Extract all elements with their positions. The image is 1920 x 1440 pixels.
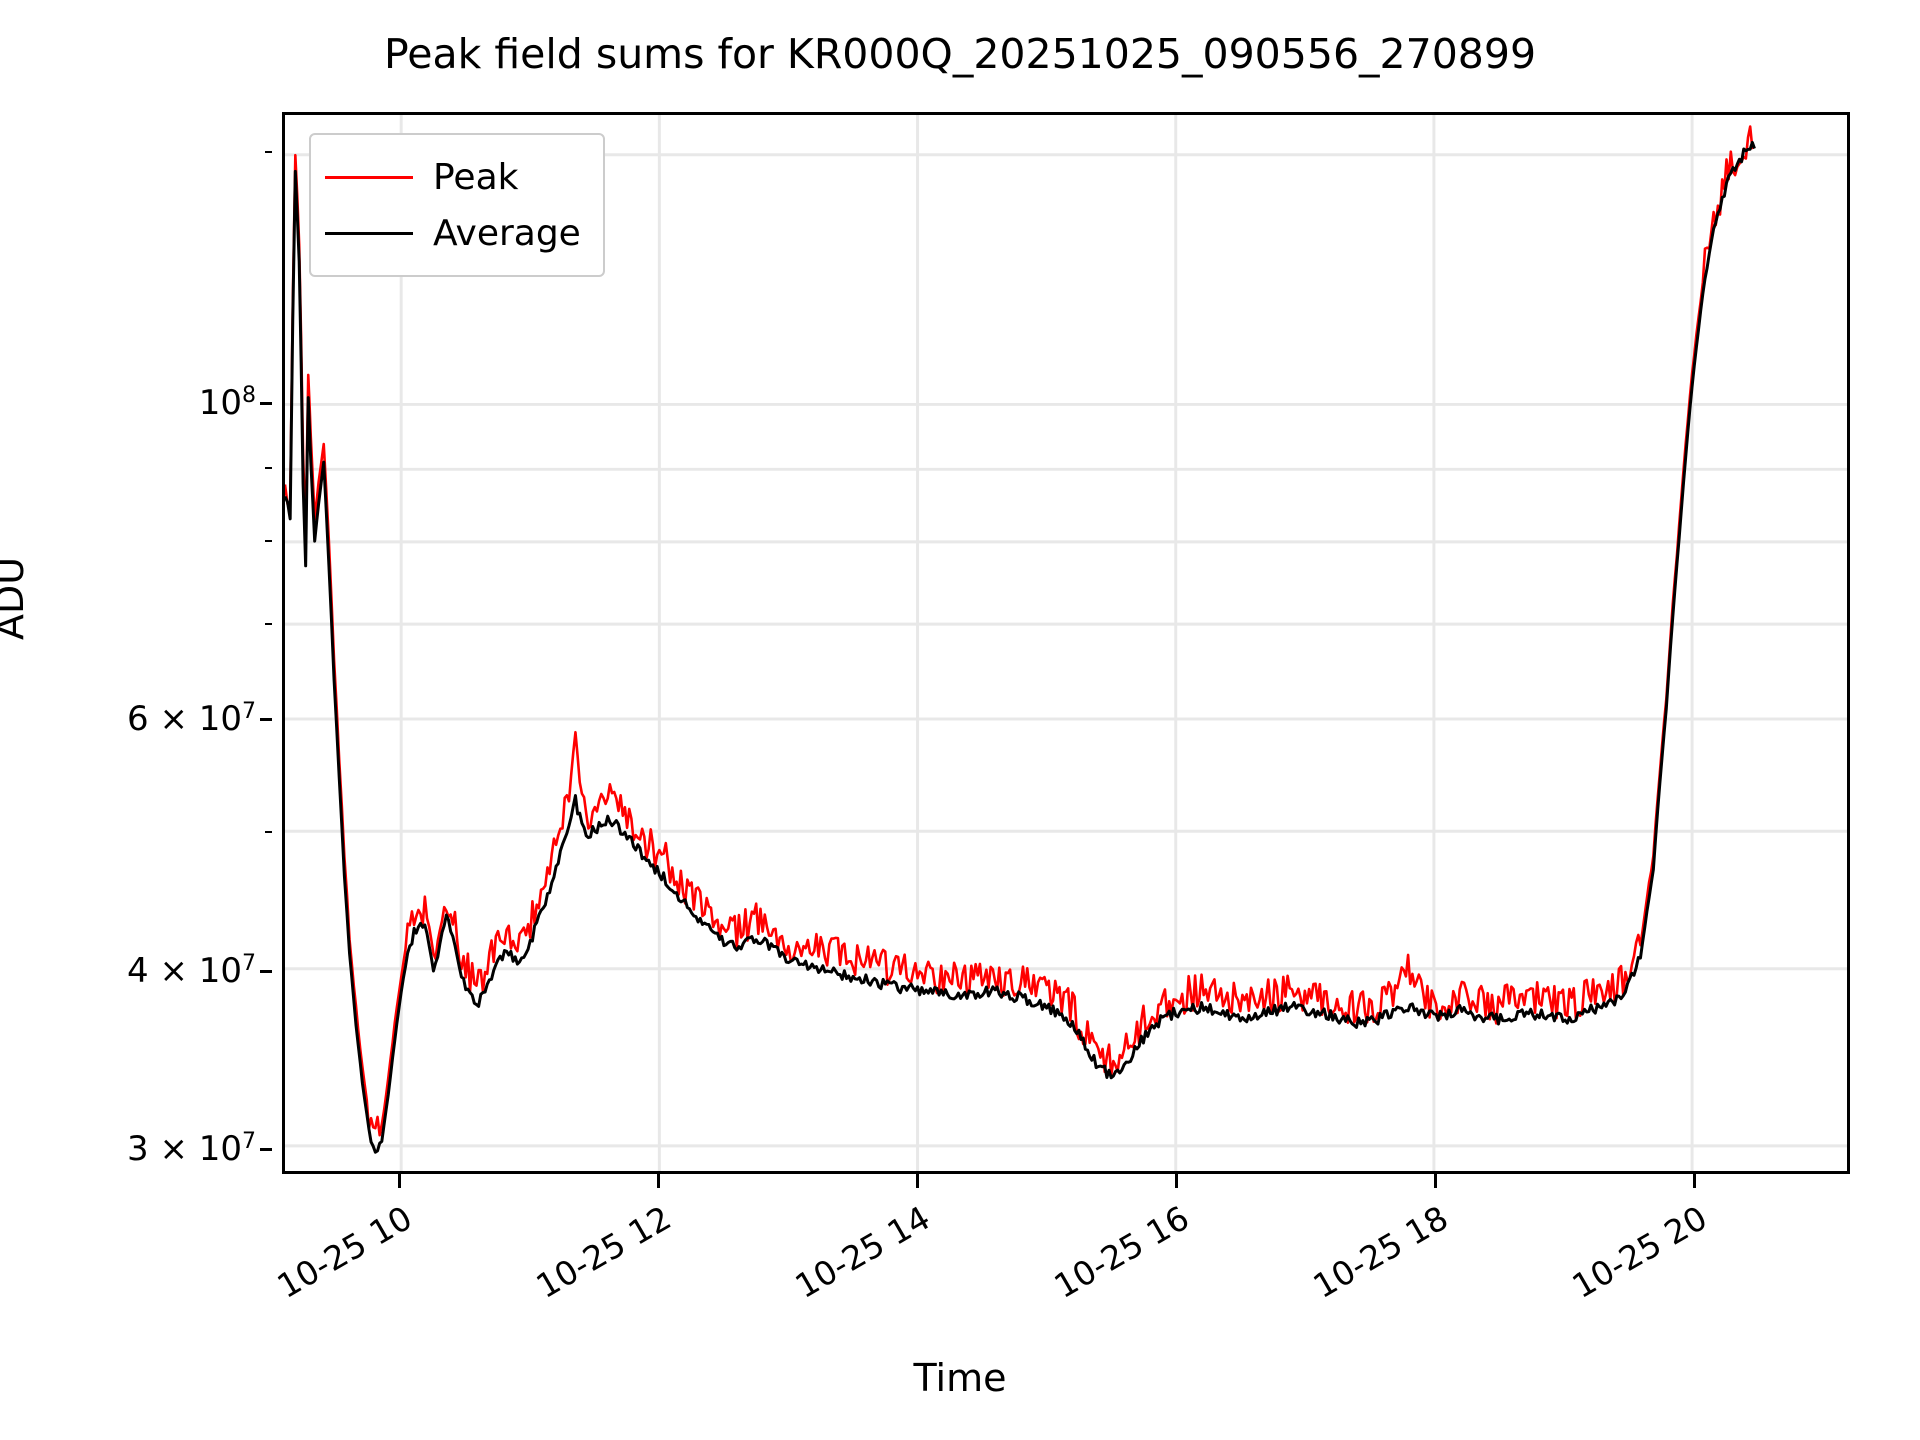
legend-item-peak[interactable]: Peak (325, 149, 581, 205)
x-tick-mark (1175, 1174, 1179, 1188)
x-tick-mark (656, 1174, 660, 1188)
y-minor-tick-mark (265, 969, 272, 972)
x-tick-label: 10-25 16 (1047, 1198, 1196, 1306)
y-tick-exponent: 7 (242, 1128, 256, 1154)
y-tick-label: 3 × 107 (127, 1129, 256, 1169)
x-axis-title: Time (913, 1356, 1007, 1400)
y-tick-label: 6 × 107 (127, 699, 256, 739)
y-tick-mantissa: 4 × 10 (127, 950, 242, 991)
y-tick-label: 108 (199, 383, 256, 423)
x-tick-label: 10-25 20 (1565, 1198, 1714, 1306)
plot-area: Peak Average (282, 112, 1850, 1174)
y-tick-exponent: 7 (242, 950, 256, 976)
y-tick-mantissa: 6 × 10 (127, 699, 242, 740)
legend-item-average[interactable]: Average (325, 205, 581, 261)
y-tick-label: 4 × 107 (127, 950, 256, 990)
x-tick-label: 10-25 18 (1306, 1198, 1455, 1306)
legend-line-swatch (325, 175, 413, 179)
x-tick-label: 10-25 12 (529, 1198, 678, 1306)
legend-line-swatch (325, 231, 413, 235)
y-tick-mantissa: 10 (198, 383, 242, 424)
y-minor-tick-mark (265, 1147, 272, 1150)
y-minor-tick-mark (265, 467, 272, 470)
y-minor-tick-mark (265, 831, 272, 834)
y-axis-labels: 108 6 × 107 4 × 107 3 × 107 (0, 112, 272, 1174)
x-tick-mark (1693, 1174, 1697, 1188)
data-series-layer (285, 125, 1756, 1154)
y-tick-exponent: 7 (242, 699, 256, 725)
x-tick-label: 10-25 14 (788, 1198, 937, 1306)
legend-label: Average (433, 212, 581, 254)
x-axis-labels: 10-25 10 10-25 12 10-25 14 10-25 16 10-25 18… (270, 1174, 1850, 1354)
y-tick-exponent: 8 (242, 382, 256, 408)
x-tick-mark (397, 1174, 401, 1188)
y-minor-tick-mark (265, 622, 272, 625)
chart-legend[interactable]: Peak Average (309, 133, 605, 277)
y-tick-mantissa: 3 × 10 (127, 1128, 242, 1169)
y-minor-tick-mark (265, 718, 272, 721)
y-minor-tick-mark (265, 402, 272, 405)
y-axis-title: ADU (0, 556, 32, 640)
chart-title: Peak field sums for KR000Q_20251025_0905… (383, 30, 1537, 78)
x-tick-mark (1434, 1174, 1438, 1188)
y-minor-tick-mark (265, 150, 272, 153)
x-tick-label: 10-25 10 (270, 1198, 419, 1306)
y-minor-tick-mark (265, 540, 272, 543)
legend-label: Peak (433, 156, 519, 198)
x-tick-mark (915, 1174, 919, 1188)
